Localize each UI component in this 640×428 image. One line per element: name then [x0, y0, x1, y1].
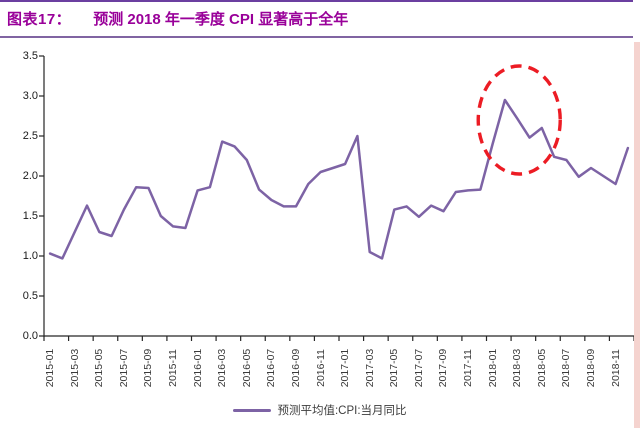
highlight-ellipse	[476, 64, 562, 176]
x-tick-label: 2015-05	[93, 348, 106, 388]
x-tick-label: 2016-09	[289, 348, 302, 388]
top-border	[0, 0, 633, 2]
legend-line-sample	[233, 408, 272, 412]
y-tick-label: 1.5	[22, 209, 38, 222]
x-tick-label: 2015-03	[68, 348, 81, 388]
series-line	[48, 98, 630, 260]
cpi-line-chart: 3.5 3.0 2.5 2.0 1.5 1.0 0.5 0.0 2015-01 2015-03 2…	[0, 40, 640, 400]
x-tick-label: 2018-01	[486, 348, 499, 388]
axes	[39, 55, 635, 341]
x-tick-label: 2017-05	[388, 348, 401, 388]
page-edge-artifact	[634, 42, 640, 428]
x-tick-label: 2017-01	[339, 348, 352, 388]
x-tick-label: 2018-11	[609, 349, 622, 387]
y-tick-label: 0.0	[22, 329, 38, 342]
x-tick-label: 2015-01	[44, 348, 57, 388]
figure-title: 图表17： 预测 2018 年一季度 CPI 显著高于全年	[7, 8, 627, 29]
figure-caption: 预测 2018 年一季度 CPI 显著高于全年	[93, 11, 349, 28]
x-tick-label: 2015-09	[142, 348, 155, 388]
x-tick-label: 2017-03	[363, 348, 376, 388]
legend-label: 预测平均值:CPI:当月同比	[277, 405, 407, 417]
x-tick-label: 2018-09	[584, 348, 597, 388]
chart-legend: 预测平均值:CPI:当月同比	[0, 402, 640, 418]
x-tick-label: 2015-07	[117, 348, 130, 388]
x-tick-label: 2016-07	[265, 348, 278, 388]
x-tick-label: 2017-11	[462, 349, 475, 387]
x-tick-label: 2016-03	[216, 348, 229, 388]
x-tick-label: 2015-11	[167, 349, 180, 387]
y-tick-label: 3.5	[22, 49, 38, 62]
x-tick-label: 2018-03	[511, 348, 524, 388]
y-tick-label: 1.0	[22, 249, 38, 262]
x-tick-label: 2017-09	[437, 348, 450, 388]
x-tick-label: 2016-05	[240, 348, 253, 388]
chart-canvas	[39, 55, 635, 341]
x-tick-label: 2017-07	[412, 348, 425, 388]
x-tick-label: 2016-01	[191, 348, 204, 388]
y-tick-label: 0.5	[22, 289, 38, 302]
x-tick-label: 2018-07	[560, 348, 573, 388]
y-tick-label: 2.5	[22, 129, 38, 142]
figure-number-label: 图表17：	[7, 11, 72, 28]
title-underline	[0, 36, 633, 38]
x-tick-label: 2018-05	[535, 348, 548, 388]
q1-peak-highlight-ellipse	[476, 64, 562, 176]
y-tick-label: 2.0	[22, 169, 38, 182]
y-tick-label: 3.0	[22, 89, 38, 102]
x-tick-label: 2016-11	[314, 349, 327, 387]
cpi-forecast-line	[48, 98, 630, 260]
